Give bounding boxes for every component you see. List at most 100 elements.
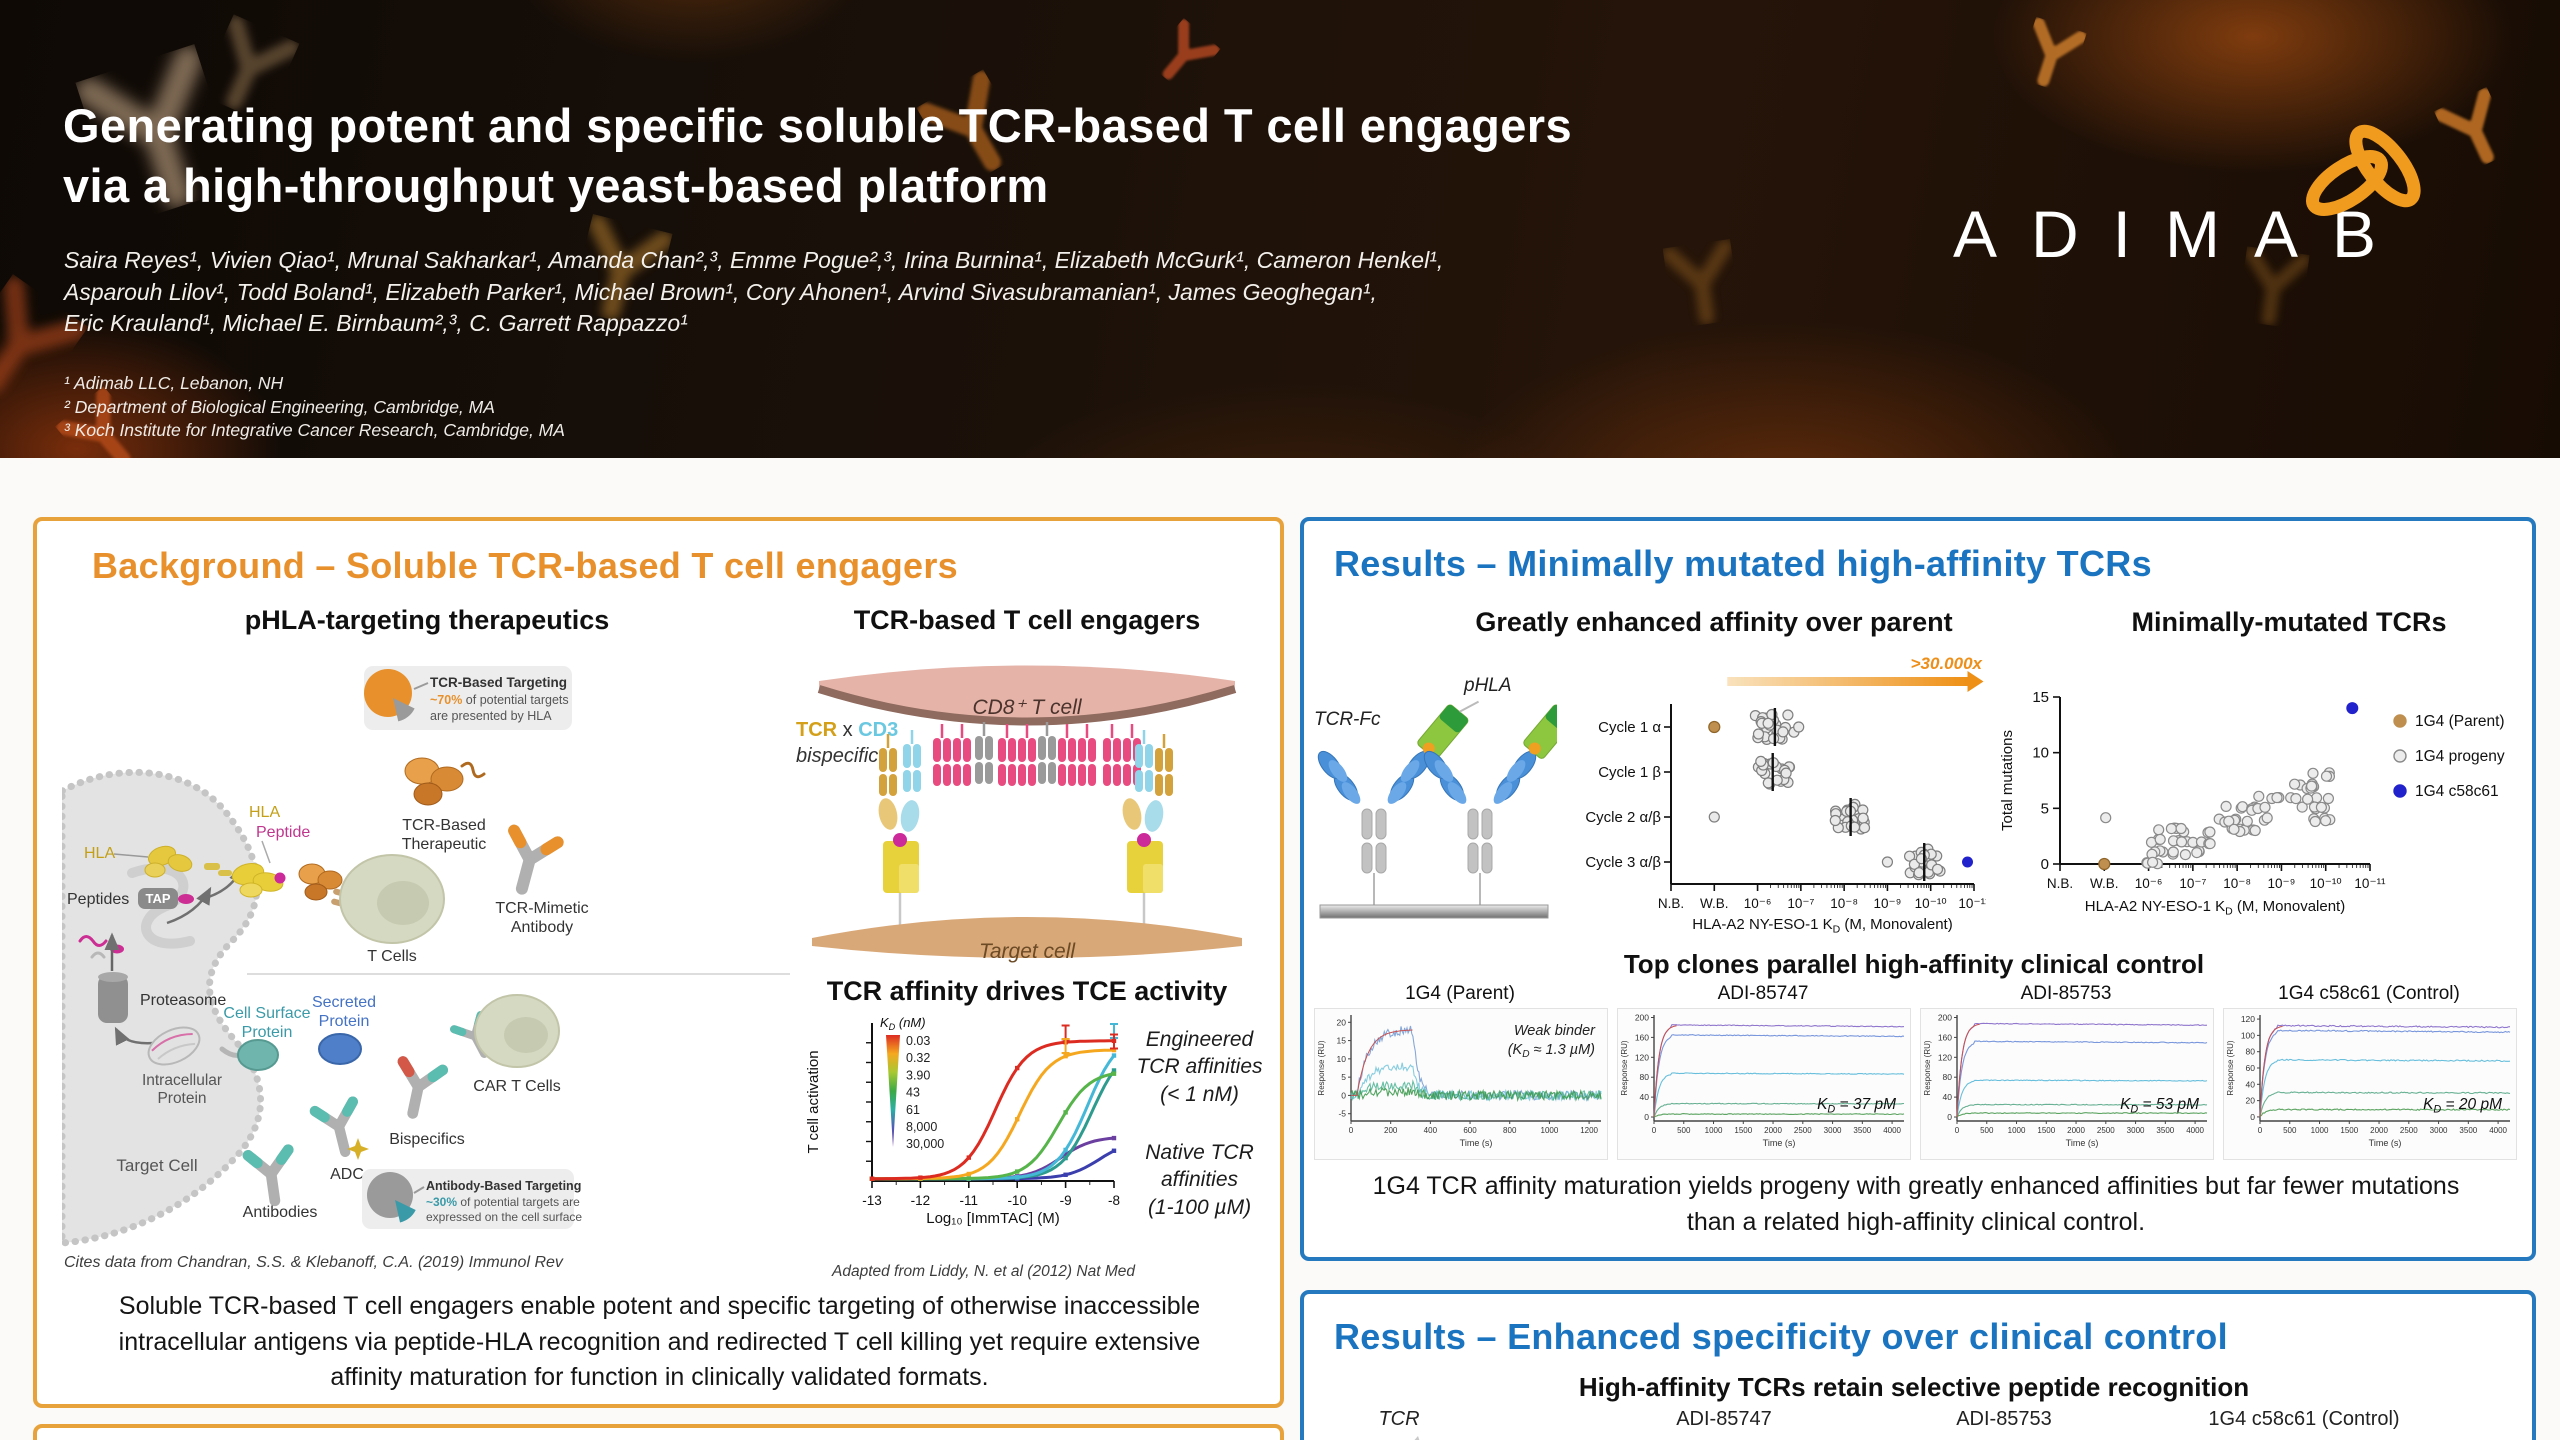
native-affinity-annotation: Native TCR affinities (1-100 µM) [1145,1141,1254,1219]
svg-text:120: 120 [2241,1014,2255,1024]
bispecific-label-line2: bispecific [796,745,878,767]
svg-text:500: 500 [1677,1126,1691,1135]
svg-text:400: 400 [1424,1126,1438,1135]
intracellular-label-1: Intracellular [142,1072,222,1089]
tcr-callout-line2: are presented by HLA [430,709,552,723]
results-panel-1: Results – Minimally mutated high-affinit… [1300,517,2536,1261]
svg-text:0.03: 0.03 [906,1034,930,1048]
svg-text:1500: 1500 [2037,1126,2055,1135]
svg-text:3000: 3000 [2430,1126,2448,1135]
tcr-callout-line1: ~70% of potential targets [430,693,569,707]
svg-text:KD = 20 pM: KD = 20 pM [2423,1096,2502,1115]
svg-text:1000: 1000 [1705,1126,1723,1135]
svg-text:2000: 2000 [2067,1126,2085,1135]
background-summary: Soluble TCR-based T cell engagers enable… [118,1292,1201,1391]
cell-surface-label-2: Protein [242,1024,293,1041]
ab-callout-title: Antibody-Based Targeting [426,1179,581,1193]
affinity-subtitle: Greatly enhanced affinity over parent [1475,607,1953,637]
svg-text:Response (RU): Response (RU) [2226,1040,2235,1095]
svg-text:Response (RU): Response (RU) [1923,1040,1932,1095]
svg-text:2500: 2500 [2400,1126,2418,1135]
adimab-logo-text: ADIMAB [1952,197,2410,271]
svg-text:2500: 2500 [1794,1126,1812,1135]
svg-text:-9: -9 [1060,1193,1072,1208]
svg-text:60: 60 [2246,1063,2256,1073]
svg-text:N.B.: N.B. [2047,876,2073,891]
liddy-citation: Adapted from Liddy, N. et al (2012) Nat … [832,1263,1135,1280]
bottom-left-panel [33,1424,1284,1440]
svg-text:10⁻¹¹: 10⁻¹¹ [1958,896,1986,911]
svg-text:Weak binder: Weak binder [1514,1023,1596,1039]
target-cell-label: Target Cell [116,1156,197,1175]
svg-text:0: 0 [1955,1126,1960,1135]
phla-therapeutics-diagram: HLA Peptides TAP Proteasome [62,666,790,1247]
sensorgram-chart: 0 20 40 60 80 100 120 Response (RU) 0 500 1000 1500… [2223,1008,2517,1165]
sensorgram-control: 1G4 c58c61 (Control) 0 20 40 60 80 100 120 Resp… [2223,983,2517,1165]
tcr-callout-title: TCR-Based Targeting [430,675,567,690]
cell-surface-protein-shape [237,1039,279,1071]
gradient-triangle [1392,1436,1428,1440]
fig1-title: pHLA-targeting therapeutics [244,605,610,635]
results1-title: Results – Minimally mutated high-affinit… [1334,543,2152,584]
svg-text:10⁻⁹: 10⁻⁹ [2267,876,2295,891]
svg-text:Time (s): Time (s) [2066,1138,2099,1148]
svg-text:160: 160 [1635,1032,1649,1042]
svg-text:1500: 1500 [1734,1126,1752,1135]
svg-text:KD = 37 pM: KD = 37 pM [1817,1096,1896,1115]
svg-text:80: 80 [2246,1047,2256,1057]
ab-callout-line2: expressed on the cell surface [426,1210,582,1224]
tcr-therapeutic-label-1: TCR-Based [402,817,486,834]
svg-text:(KD ≈ 1.3 µM): (KD ≈ 1.3 µM) [1508,1042,1595,1060]
tce-chart-title: TCR affinity drives TCE activity [826,976,1228,1006]
adimab-ribbon-icon [2306,124,2421,216]
svg-text:Cycle 3 α/β: Cycle 3 α/β [1585,854,1661,871]
tcr-mimetic-label-2: Antibody [511,919,573,936]
sensorgram-chart: 0 40 80 120 160 200 Response (RU) 0 500 1000 1500 2… [1920,1008,2214,1165]
sensorgram-title: ADI-85747 [1717,983,1809,1004]
svg-text:80: 80 [1943,1072,1953,1082]
tcr-targeting-callout [364,666,572,730]
svg-text:61: 61 [906,1103,920,1117]
svg-text:3500: 3500 [2156,1126,2174,1135]
svg-text:Time (s): Time (s) [1460,1138,1493,1148]
results-panel-2: Results – Enhanced specificity over clin… [1300,1290,2536,1440]
svg-text:0: 0 [1947,1112,1952,1122]
sensorgram-row: 1G4 (Parent) -5 0 5 10 15 20 Response (RU) 0 200… [1314,983,2517,1165]
svg-text:120: 120 [1635,1052,1649,1062]
svg-text:T cell activation: T cell activation [805,1050,822,1153]
sensorgram-heading: Top clones parallel high-affinity clinic… [1623,949,2205,979]
svg-text:2500: 2500 [2097,1126,2115,1135]
proteasome-shape [98,975,128,1023]
svg-text:3500: 3500 [1853,1126,1871,1135]
tap-shape [138,888,178,909]
svg-text:1200: 1200 [1580,1126,1598,1135]
svg-text:0: 0 [1349,1126,1354,1135]
secreted-label-2: Protein [319,1013,370,1030]
svg-text:2000: 2000 [1764,1126,1782,1135]
svg-text:4000: 4000 [1883,1126,1901,1135]
svg-text:1000: 1000 [2311,1126,2329,1135]
svg-text:10⁻¹¹: 10⁻¹¹ [2354,876,2386,891]
affiliations: ¹ Adimab LLC, Lebanon, NH ² Department o… [64,372,565,443]
svg-text:2000: 2000 [2370,1126,2388,1135]
svg-text:10⁻⁷: 10⁻⁷ [2179,876,2206,891]
svg-text:1000: 1000 [2008,1126,2026,1135]
svg-text:10⁻⁹: 10⁻⁹ [1873,896,1901,911]
t-cells-label: T Cells [367,948,417,965]
secreted-protein-shape [318,1033,362,1065]
results2-title: Results – Enhanced specificity over clin… [1334,1316,2228,1357]
svg-text:-5: -5 [1338,1109,1346,1119]
peptide-mid-label: Peptide [256,824,310,841]
svg-text:0: 0 [2250,1112,2255,1122]
fig2-title: TCR-based T cell engagers [853,605,1201,635]
sensorgram-title: 1G4 c58c61 (Control) [2278,983,2460,1004]
hla-left-label: HLA [84,845,115,862]
svg-text:160: 160 [1938,1032,1952,1042]
sensorgram-chart: -5 0 5 10 15 20 Response (RU) 0 200 400 600 800 1000… [1314,1008,1608,1165]
svg-text:120: 120 [1938,1052,1952,1062]
svg-text:Response (RU): Response (RU) [1317,1040,1326,1095]
svg-text:Cycle 2 α/β: Cycle 2 α/β [1585,809,1661,826]
results1-conclusion: 1G4 TCR affinity maturation yields proge… [1372,1172,2460,1236]
sensorgram-adi85753: ADI-85753 0 40 80 120 160 200 Response (RU) 0 50… [1920,983,2214,1165]
col-label-adi85747: ADI-85747 [1676,1408,1772,1430]
